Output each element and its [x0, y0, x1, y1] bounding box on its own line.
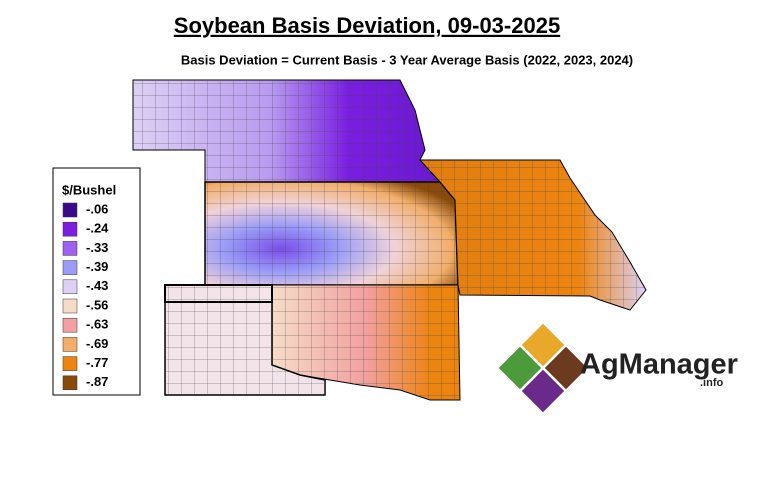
oklahoma-panhandle: [164, 284, 273, 303]
legend-swatch: [62, 279, 78, 295]
map-subtitle: Basis Deviation = Current Basis - 3 Year…: [181, 52, 633, 67]
legend-swatch: [62, 375, 78, 391]
logo-name: AgManager: [580, 349, 738, 381]
legend-swatch: [62, 298, 78, 314]
legend-items: -.06 -.24 -.33 -.39 -.43 -.56 -.63 -.69 -.77 -.87: [62, 201, 109, 391]
state-shapes: [132, 79, 647, 401]
legend-label: -.24: [86, 221, 109, 236]
map-title: Soybean Basis Deviation, 09-03-2025: [174, 13, 560, 38]
legend-swatch: [62, 241, 78, 256]
legend-label: -.63: [86, 317, 108, 332]
legend-label: -.77: [86, 355, 108, 370]
legend-label: -.39: [86, 259, 108, 274]
legend-label: -.06: [86, 201, 108, 216]
legend-swatch: [62, 202, 78, 218]
legend-label: -.56: [86, 297, 108, 312]
legend-title: $/Bushel: [62, 182, 116, 197]
legend-swatch: [62, 260, 78, 275]
logo: AgManager .info: [498, 323, 738, 413]
legend: $/Bushel -.06 -.24 -.33 -.39 -.43 -.56 -.63 -.6…: [52, 167, 141, 396]
legend-label: -.69: [86, 336, 108, 351]
legend-label: -.33: [86, 240, 108, 255]
legend-swatch: [62, 317, 78, 333]
legend-swatch: [62, 337, 78, 352]
county-grid: [133, 80, 646, 400]
legend-label: -.43: [86, 278, 108, 293]
legend-swatch: [62, 221, 78, 237]
legend-swatch: [62, 356, 78, 371]
legend-label: -.87: [86, 374, 108, 389]
logo-suffix: .info: [700, 377, 723, 389]
